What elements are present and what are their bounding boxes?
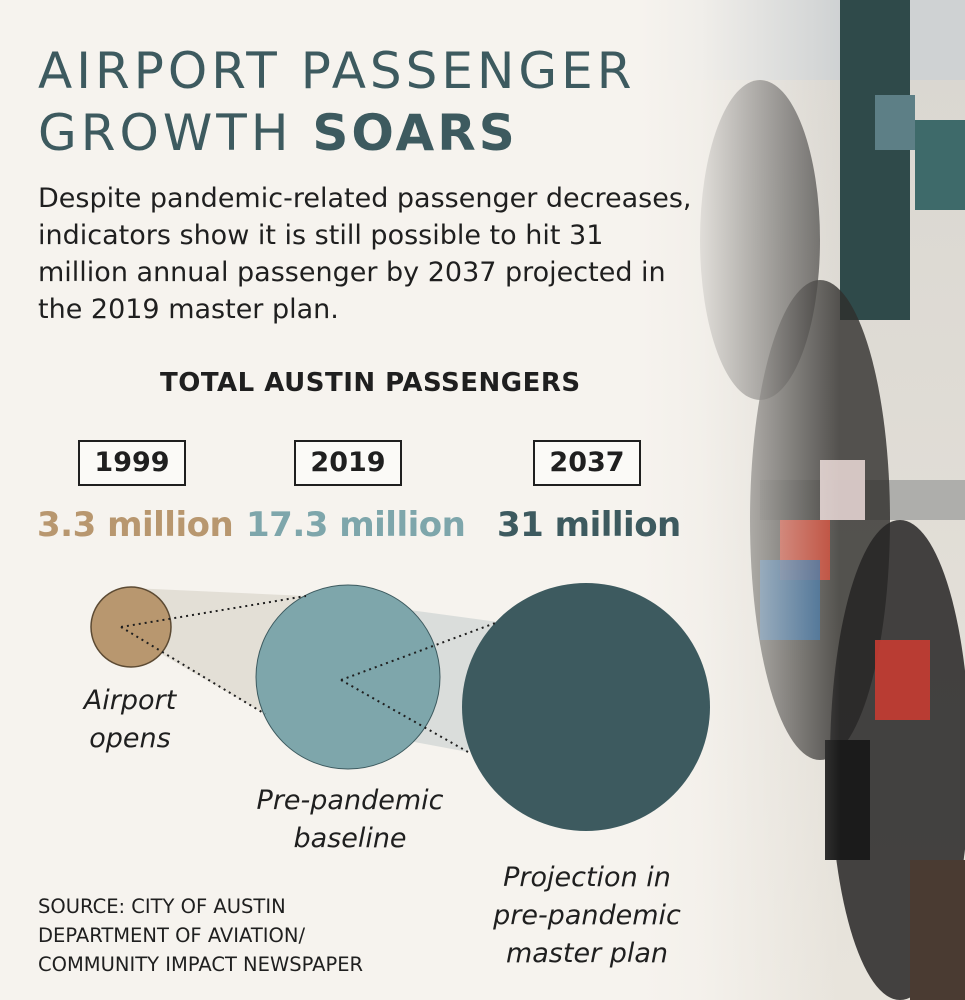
source-line-2: DEPARTMENT OF AVIATION/: [38, 924, 306, 947]
photo-fade: [640, 0, 840, 1000]
connector-line-1a: [120, 595, 307, 628]
headline-line-2: GROWTH SOARS: [38, 102, 635, 164]
bubble-1999: [90, 586, 172, 668]
source-line-1: SOURCE: CITY OF AUSTIN: [38, 895, 286, 918]
connector-line-2a: [340, 621, 499, 681]
source-line-3: COMMUNITY IMPACT NEWSPAPER: [38, 953, 364, 976]
chart-title: TOTAL AUSTIN PASSENGERS: [160, 368, 581, 398]
headline-bold: SOARS: [312, 104, 518, 162]
value-label-1999: 3.3 million: [37, 505, 234, 545]
connector-line-2b: [340, 679, 469, 753]
year-label-2019: 2019: [294, 440, 402, 486]
headline-line-1: AIRPORT PASSENGER: [38, 42, 636, 100]
headline-regular: GROWTH: [38, 104, 293, 162]
subtitle: Despite pandemic-related passenger decre…: [38, 183, 692, 325]
year-label-1999: 1999: [78, 440, 186, 486]
note-2037: Projection in pre-pandemic master plan: [493, 862, 681, 969]
note-1999: Airport opens: [83, 685, 177, 754]
source-credit: SOURCE: CITY OF AUSTIN DEPARTMENT OF AVI…: [38, 892, 363, 979]
headline: AIRPORT PASSENGER GROWTH SOARS: [38, 40, 635, 164]
note-2019: Pre-pandemic baseline: [256, 785, 444, 854]
year-label-2037: 2037: [533, 440, 641, 486]
connector-line-1b: [120, 626, 266, 715]
value-label-2019: 17.3 million: [246, 505, 466, 545]
value-label-2037: 31 million: [497, 505, 681, 545]
bubble-2037: [462, 583, 710, 831]
